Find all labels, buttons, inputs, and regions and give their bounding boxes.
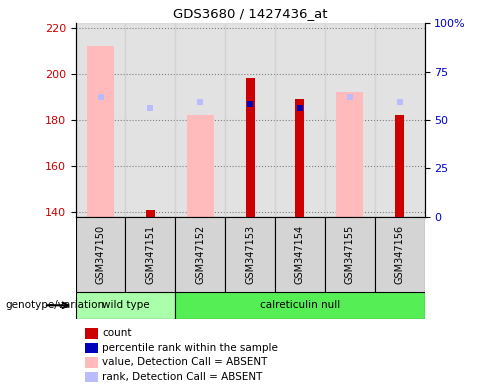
Text: GSM347155: GSM347155 bbox=[345, 225, 355, 284]
Text: count: count bbox=[102, 328, 132, 338]
FancyBboxPatch shape bbox=[76, 217, 125, 292]
FancyBboxPatch shape bbox=[76, 292, 175, 319]
Bar bbox=[125, 23, 175, 217]
FancyBboxPatch shape bbox=[225, 217, 275, 292]
Bar bbox=[395, 115, 404, 217]
Text: wild type: wild type bbox=[102, 300, 149, 310]
Text: GSM347154: GSM347154 bbox=[295, 225, 305, 284]
Text: GSM347152: GSM347152 bbox=[195, 225, 205, 284]
Bar bbox=[225, 23, 275, 217]
FancyBboxPatch shape bbox=[125, 217, 175, 292]
Bar bbox=[336, 92, 364, 217]
Bar bbox=[146, 210, 155, 217]
Bar bbox=[186, 115, 214, 217]
Bar bbox=[245, 78, 255, 217]
Bar bbox=[175, 23, 225, 217]
Text: GSM347150: GSM347150 bbox=[96, 225, 105, 284]
FancyBboxPatch shape bbox=[325, 217, 375, 292]
Text: GSM347153: GSM347153 bbox=[245, 225, 255, 284]
Text: genotype/variation: genotype/variation bbox=[5, 300, 104, 310]
FancyBboxPatch shape bbox=[275, 217, 325, 292]
Bar bbox=[275, 23, 325, 217]
Text: calreticulin null: calreticulin null bbox=[260, 300, 340, 310]
FancyBboxPatch shape bbox=[175, 292, 425, 319]
Text: value, Detection Call = ABSENT: value, Detection Call = ABSENT bbox=[102, 358, 268, 367]
Bar bbox=[87, 46, 114, 217]
FancyBboxPatch shape bbox=[175, 217, 225, 292]
Bar bbox=[295, 99, 305, 217]
Text: rank, Detection Call = ABSENT: rank, Detection Call = ABSENT bbox=[102, 372, 263, 382]
Text: GSM347156: GSM347156 bbox=[395, 225, 405, 284]
Bar bbox=[375, 23, 425, 217]
Text: GSM347151: GSM347151 bbox=[145, 225, 155, 284]
Title: GDS3680 / 1427436_at: GDS3680 / 1427436_at bbox=[173, 7, 327, 20]
Bar bbox=[325, 23, 375, 217]
FancyBboxPatch shape bbox=[375, 217, 425, 292]
Bar bbox=[76, 23, 125, 217]
Text: percentile rank within the sample: percentile rank within the sample bbox=[102, 343, 278, 353]
